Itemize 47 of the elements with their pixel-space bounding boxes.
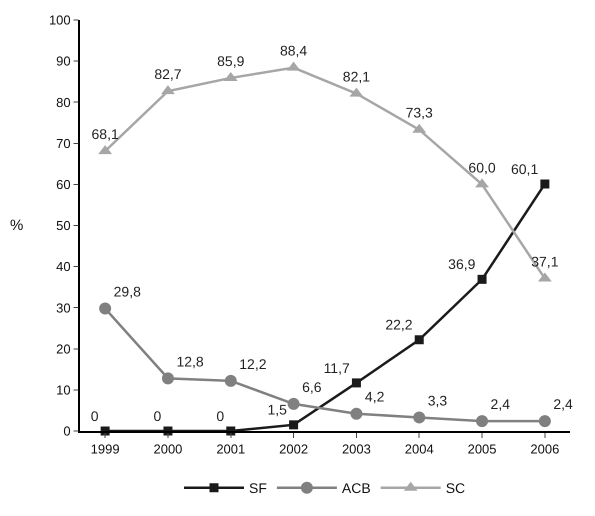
- data-label: 29,8: [114, 284, 142, 300]
- data-label: 68,1: [92, 126, 119, 142]
- y-tick-label: 60: [56, 176, 71, 192]
- y-tick-label: 30: [56, 300, 71, 316]
- data-label: 0: [154, 408, 162, 424]
- data-label: 0: [90, 408, 99, 424]
- data-label: 88,4: [280, 42, 308, 59]
- data-label: 73,3: [406, 104, 434, 121]
- data-label: 37,1: [531, 254, 559, 270]
- y-tick-label: 100: [48, 12, 71, 28]
- data-label: 3,3: [428, 392, 448, 408]
- x-tick-label: 2005: [468, 441, 497, 456]
- legend-label: SC: [446, 480, 466, 496]
- data-label: 60,0: [468, 159, 496, 176]
- x-tick-label: 2001: [216, 441, 246, 456]
- y-axis-title: %: [10, 217, 24, 234]
- data-label: 1,5: [267, 402, 288, 418]
- y-tick-label: 70: [56, 136, 71, 151]
- data-label: 12,2: [239, 356, 267, 372]
- data-label: 60,1: [510, 160, 538, 177]
- data-label: 12,8: [176, 353, 204, 370]
- y-tick-label: 50: [56, 218, 71, 234]
- data-label: 6,6: [302, 378, 322, 395]
- data-label: 2,4: [490, 396, 510, 412]
- data-label: 4,2: [364, 388, 385, 405]
- data-label: 82,1: [342, 68, 370, 85]
- data-label: 22,2: [385, 316, 413, 333]
- y-tick-label: 80: [56, 94, 71, 110]
- data-label: 85,9: [217, 52, 245, 69]
- x-tick-label: 2004: [404, 441, 434, 456]
- y-tick-label: 90: [56, 54, 71, 69]
- y-tick-label: 10: [56, 382, 71, 398]
- y-tick-label: 20: [56, 341, 71, 356]
- y-tick-label: 0: [63, 424, 71, 439]
- legend-label: SF: [249, 480, 267, 496]
- data-label: 2,4: [553, 396, 574, 412]
- data-label: 36,9: [448, 256, 476, 272]
- data-label: 0: [216, 408, 224, 424]
- x-tick-label: 1999: [90, 441, 120, 456]
- data-label: 11,7: [324, 360, 350, 376]
- x-tick-label: 2000: [153, 441, 182, 456]
- legend-label: ACB: [342, 480, 371, 496]
- x-tick-label: 2003: [342, 441, 371, 456]
- x-tick-label: 2006: [530, 441, 560, 456]
- y-tick-label: 40: [56, 259, 71, 274]
- x-tick-label: 2002: [279, 441, 308, 456]
- data-label: 82,7: [154, 66, 182, 82]
